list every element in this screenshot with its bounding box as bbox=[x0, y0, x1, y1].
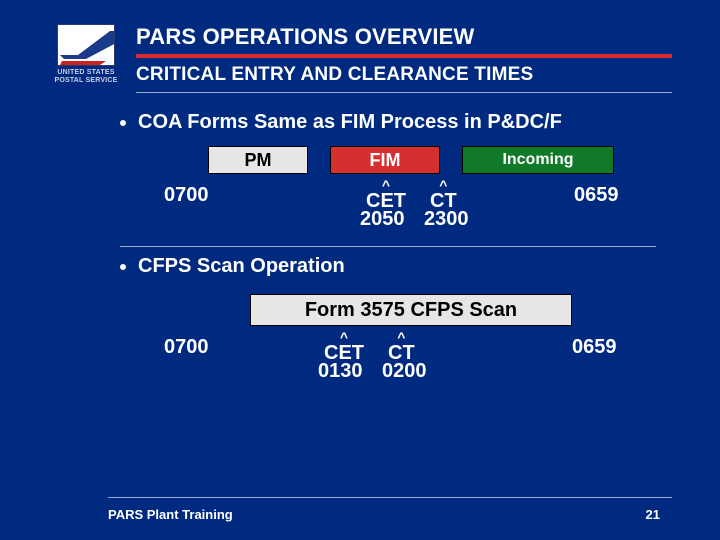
bullet-1: COA Forms Same as FIM Process in P&DC/F bbox=[120, 111, 656, 134]
bar-fim: FIM bbox=[330, 146, 440, 174]
section1-labels: 0700 ^ CET ^ CT 0659 bbox=[164, 178, 656, 208]
slide-subtitle: CRITICAL ENTRY AND CLEARANCE TIMES bbox=[136, 64, 672, 93]
content: COA Forms Same as FIM Process in P&DC/F … bbox=[48, 111, 672, 384]
page-number: 21 bbox=[646, 507, 660, 522]
title-block: PARS OPERATIONS OVERVIEW CRITICAL ENTRY … bbox=[136, 24, 672, 93]
footer-left: PARS Plant Training bbox=[108, 507, 233, 522]
bar-pm: PM bbox=[208, 146, 308, 174]
footer-rule bbox=[108, 497, 672, 498]
bullet-1-text: COA Forms Same as FIM Process in P&DC/F bbox=[138, 111, 562, 134]
section1-bars: PM FIM Incoming bbox=[164, 146, 656, 176]
section1-times: 2050 2300 bbox=[164, 208, 656, 232]
logo-tagline: UNITED STATES POSTAL SERVICE bbox=[54, 69, 117, 84]
slide: UNITED STATES POSTAL SERVICE PARS OPERAT… bbox=[0, 0, 720, 540]
s2-cet-time: 0130 bbox=[318, 360, 363, 383]
divider bbox=[120, 246, 656, 247]
bar-cfps: Form 3575 CFPS Scan bbox=[250, 294, 572, 326]
header: UNITED STATES POSTAL SERVICE PARS OPERAT… bbox=[48, 24, 672, 93]
section2-labels: 0700 ^ CET ^ CT 0659 bbox=[164, 330, 656, 360]
usps-eagle-icon bbox=[57, 24, 115, 66]
s2-left-time: 0700 bbox=[164, 336, 209, 359]
section2-bar-row: Form 3575 CFPS Scan bbox=[164, 294, 656, 328]
s1-left-time: 0700 bbox=[164, 184, 209, 207]
bar-incoming: Incoming bbox=[462, 146, 614, 174]
bullet-2-text: CFPS Scan Operation bbox=[138, 255, 345, 278]
slide-title: PARS OPERATIONS OVERVIEW bbox=[136, 24, 672, 58]
bullet-2: CFPS Scan Operation bbox=[120, 255, 656, 278]
s1-cet-time: 2050 bbox=[360, 208, 405, 231]
logo-tagline-2: POSTAL SERVICE bbox=[54, 77, 117, 84]
logo-tagline-1: UNITED STATES bbox=[57, 69, 114, 76]
s2-ct-time: 0200 bbox=[382, 360, 427, 383]
s1-ct-time: 2300 bbox=[424, 208, 469, 231]
logo-block: UNITED STATES POSTAL SERVICE bbox=[48, 24, 124, 84]
bullet-dot-icon bbox=[120, 120, 126, 126]
footer: PARS Plant Training 21 bbox=[0, 507, 720, 522]
s2-right-time: 0659 bbox=[572, 336, 617, 359]
bullet-dot-icon bbox=[120, 264, 126, 270]
section2-times: 0130 0200 bbox=[164, 360, 656, 384]
s1-right-time: 0659 bbox=[574, 184, 619, 207]
